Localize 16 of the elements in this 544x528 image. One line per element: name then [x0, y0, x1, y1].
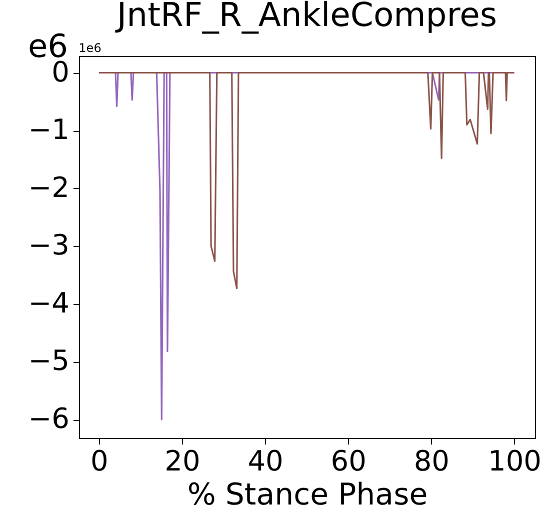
- y-tick-label: −3: [28, 228, 70, 262]
- x-tick-label: 80: [414, 444, 450, 478]
- y-tick-label: −6: [28, 402, 70, 436]
- y-tick-label: −4: [28, 286, 70, 320]
- x-axis-title: % Stance Phase: [187, 478, 428, 512]
- y-tick-label: −1: [28, 113, 70, 146]
- text: 1e6: [78, 41, 102, 55]
- chart-title: JntRF_R_AnkleCompres: [114, 0, 498, 34]
- x-tick-label: 0: [90, 444, 108, 478]
- y-tick-label: −5: [28, 344, 70, 378]
- x-tick-label: 40: [248, 444, 284, 478]
- x-tick-label: 60: [330, 444, 366, 478]
- x-tick-label: 20: [164, 444, 200, 478]
- x-tick-label: 100: [488, 444, 542, 478]
- y-tick-label: −2: [28, 170, 70, 204]
- line-series: [98, 72, 516, 290]
